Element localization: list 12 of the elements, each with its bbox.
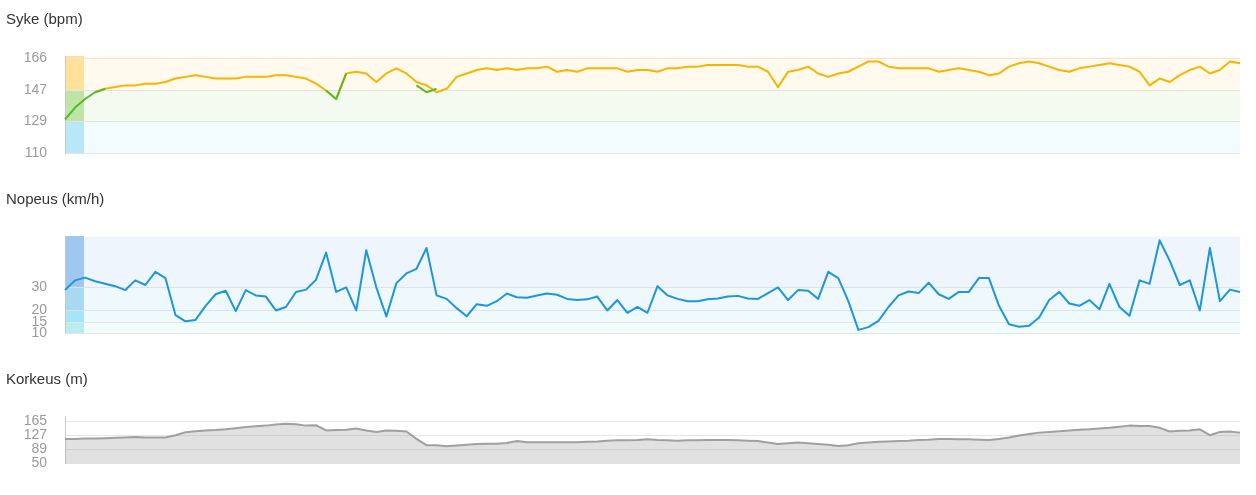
y-tick-label: 166 [23, 48, 48, 65]
y-tick-label: 30 [31, 278, 48, 295]
y-tick-label: 127 [23, 426, 48, 443]
y-tick-label: 165 [23, 412, 48, 429]
y-tick-label: 89 [31, 440, 48, 457]
chart-title: Syke (bpm) [5, 9, 84, 29]
y-tick-label: 147 [23, 81, 48, 98]
chart-title: Nopeus (km/h) [5, 189, 106, 209]
y-tick-label: 50 [31, 454, 48, 471]
chart-title: Korkeus (m) [5, 369, 89, 389]
y-tick-label: 110 [24, 144, 48, 161]
y-tick-label: 129 [23, 112, 48, 129]
